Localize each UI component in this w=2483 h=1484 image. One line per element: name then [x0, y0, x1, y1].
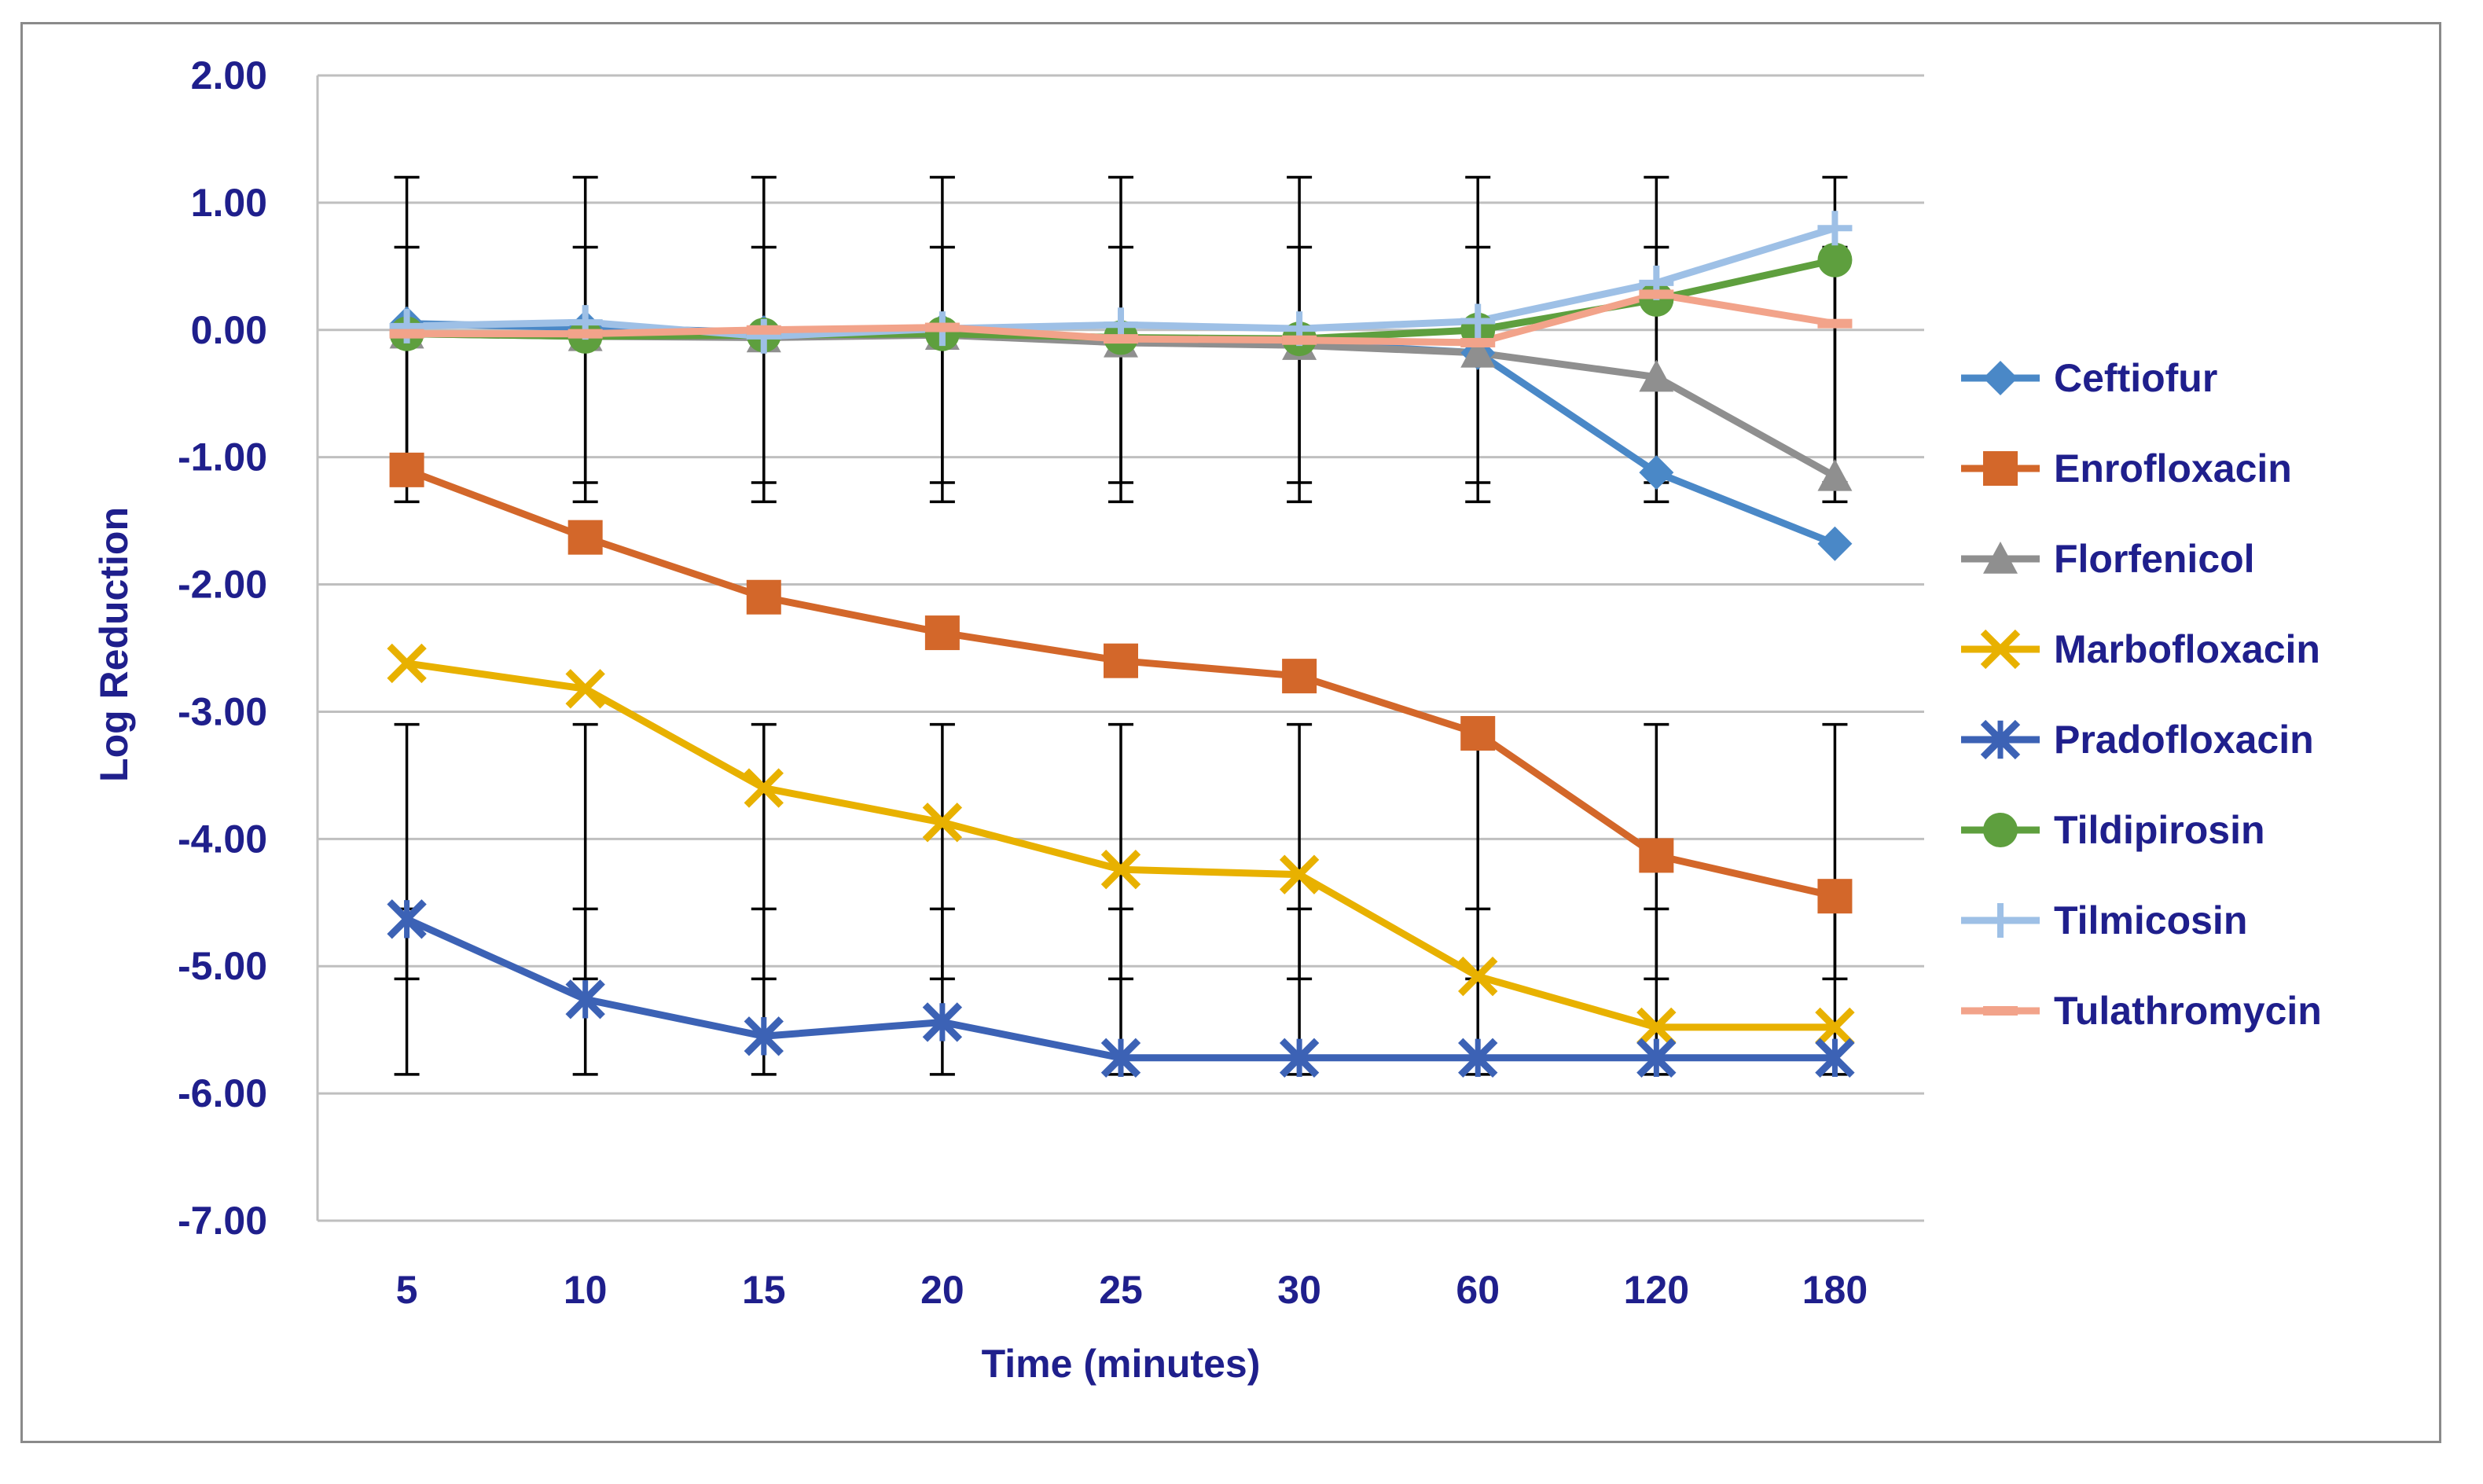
- point-tulathromycin-6: [1460, 337, 1496, 347]
- y-tick-label-6: -4.00: [178, 817, 267, 861]
- x-axis-ticks: 5 10 15 20 25 30 60 120 180: [396, 1268, 1868, 1312]
- point-pradofloxacin-6: [1458, 1038, 1498, 1078]
- point-florfenicol-7: [1639, 359, 1674, 392]
- legend-item-enrofloxacin: Enrofloxacin: [1961, 446, 2292, 490]
- legend-label: Tilmicosin: [2054, 898, 2247, 942]
- legend-item-ceftiofur: Ceftiofur: [1961, 356, 2217, 400]
- y-axis-ticks: 2.00 1.00 0.00 -1.00 -2.00 -3.00 -4.00 -5.00 -6.…: [178, 53, 267, 1243]
- legend-label: Ceftiofur: [2054, 356, 2217, 400]
- legend: Ceftiofur Enrofloxacin Florfenicol Marboflo…: [1961, 356, 2322, 1033]
- legend-swatch-marker: [1983, 542, 2018, 574]
- point-marbofloxacin-6: [1458, 956, 1498, 997]
- point-ceftiofur-8: [1817, 526, 1853, 561]
- legend-label: Marbofloxacin: [2054, 627, 2320, 671]
- point-florfenicol-6: [1460, 335, 1496, 368]
- y-tick-label-4: -2.00: [178, 563, 267, 607]
- y-axis-label: Log Reduction: [92, 507, 136, 782]
- legend-swatch-marker: [1983, 813, 2018, 847]
- y-tick-label-7: -5.00: [178, 944, 267, 988]
- y-tick-label-3: -1.00: [178, 435, 267, 479]
- x-tick-label-2: 15: [742, 1268, 786, 1312]
- x-tick-label-3: 20: [920, 1268, 964, 1312]
- point-tulathromycin-2: [746, 325, 781, 335]
- point-tildipirosin-8: [1817, 242, 1853, 277]
- x-tick-label-5: 30: [1277, 1268, 1321, 1312]
- x-tick-label-8: 180: [1802, 1268, 1868, 1312]
- point-marbofloxacin-4: [1100, 850, 1141, 890]
- x-tick-label-7: 120: [1624, 1268, 1689, 1312]
- legend-item-tulathromycin: Tulathromycin: [1961, 989, 2322, 1033]
- point-enrofloxacin-6: [1460, 715, 1496, 751]
- point-enrofloxacin-1: [567, 520, 603, 555]
- point-tulathromycin-5: [1282, 335, 1317, 345]
- y-tick-label-8: -6.00: [178, 1071, 267, 1115]
- point-pradofloxacin-2: [744, 1016, 784, 1056]
- point-pradofloxacin-1: [565, 979, 605, 1019]
- legend-label: Enrofloxacin: [2054, 446, 2292, 490]
- y-tick-label-1: 1.00: [191, 181, 267, 225]
- legend-item-marbofloxacin: Marbofloxacin: [1961, 627, 2320, 671]
- point-tulathromycin-1: [567, 329, 603, 339]
- point-enrofloxacin-2: [746, 579, 781, 615]
- point-pradofloxacin-0: [387, 899, 427, 939]
- legend-swatch-marker: [1983, 451, 2018, 486]
- point-marbofloxacin-7: [1636, 1007, 1677, 1048]
- point-marbofloxacin-2: [744, 768, 784, 808]
- x-axis-label: Time (minutes): [982, 1342, 1261, 1386]
- point-marbofloxacin-0: [387, 643, 427, 684]
- point-enrofloxacin-4: [1104, 643, 1138, 678]
- point-enrofloxacin-5: [1282, 659, 1317, 694]
- legend-item-pradofloxacin: Pradofloxacin: [1961, 718, 2314, 762]
- point-tulathromycin-8: [1817, 318, 1853, 329]
- point-tulathromycin-3: [924, 322, 960, 332]
- legend-swatch-marker: [1983, 361, 2018, 395]
- point-florfenicol-8: [1817, 458, 1853, 491]
- legend-label: Tildipirosin: [2054, 808, 2265, 852]
- point-enrofloxacin-8: [1817, 879, 1853, 914]
- point-ceftiofur-7: [1639, 455, 1674, 490]
- point-pradofloxacin-7: [1636, 1038, 1677, 1078]
- legend-label: Florfenicol: [2054, 537, 2255, 581]
- point-pradofloxacin-3: [922, 1002, 963, 1042]
- legend-label: Pradofloxacin: [2054, 718, 2314, 762]
- point-enrofloxacin-0: [389, 452, 424, 487]
- point-tulathromycin-4: [1104, 334, 1138, 344]
- legend-item-tilmicosin: Tilmicosin: [1961, 898, 2247, 942]
- y-tick-label-5: -3.00: [178, 689, 267, 733]
- point-tilmicosin-8: [1817, 211, 1853, 246]
- legend-label: Tulathromycin: [2054, 989, 2322, 1033]
- point-marbofloxacin-3: [922, 803, 963, 843]
- legend-swatch-marker: [1983, 1006, 2018, 1016]
- chart-frame: [20, 22, 2441, 1443]
- legend-swatch-marker: [1983, 903, 2018, 938]
- point-tilmicosin-6: [1460, 303, 1496, 339]
- legend-swatch-marker: [1980, 629, 2021, 670]
- point-enrofloxacin-3: [924, 615, 960, 651]
- legend-item-florfenicol: Florfenicol: [1961, 537, 2255, 581]
- point-enrofloxacin-7: [1639, 838, 1674, 873]
- y-tick-label-2: 0.00: [191, 308, 267, 352]
- legend-item-tildipirosin: Tildipirosin: [1961, 808, 2265, 852]
- series-markers: [387, 211, 1855, 1078]
- point-pradofloxacin-8: [1815, 1038, 1855, 1078]
- point-marbofloxacin-5: [1279, 854, 1320, 894]
- point-pradofloxacin-4: [1100, 1038, 1141, 1078]
- point-tulathromycin-7: [1639, 289, 1674, 299]
- legend-swatch-marker: [1980, 719, 2021, 760]
- y-tick-label-0: 2.00: [191, 53, 267, 97]
- x-tick-label-6: 60: [1456, 1268, 1500, 1312]
- x-tick-label-4: 25: [1099, 1268, 1143, 1312]
- x-tick-label-0: 5: [396, 1268, 418, 1312]
- y-tick-label-9: -7.00: [178, 1199, 267, 1243]
- point-tulathromycin-0: [389, 329, 424, 339]
- point-marbofloxacin-8: [1815, 1007, 1855, 1048]
- x-tick-label-1: 10: [564, 1268, 608, 1312]
- point-marbofloxacin-1: [565, 669, 605, 709]
- point-pradofloxacin-5: [1279, 1038, 1320, 1078]
- point-tilmicosin-2: [746, 318, 781, 354]
